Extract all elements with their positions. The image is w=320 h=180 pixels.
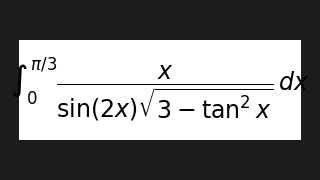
Text: $\int_0^{\pi/3} \dfrac{x}{\sin(2x)\sqrt{3 - \tan^2 x}}\, dx$: $\int_0^{\pi/3} \dfrac{x}{\sin(2x)\sqrt{… [10,56,310,124]
